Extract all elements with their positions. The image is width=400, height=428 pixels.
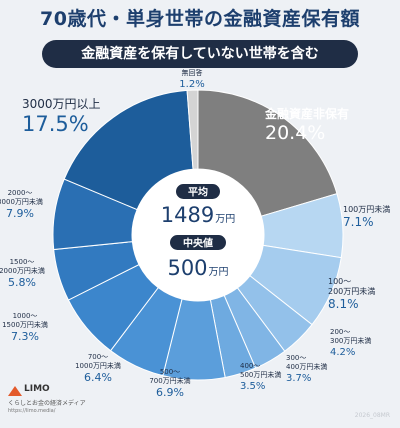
- slice-label-1: 金融資産非保有 20.4%: [264, 106, 349, 144]
- slice-label-line: 400万円未満: [286, 362, 327, 371]
- slice-label-line: 1000万円未満: [75, 361, 121, 370]
- chart-subtitle: 金融資産を保有していない世帯を含む: [81, 46, 319, 62]
- median-value: 500万円: [167, 256, 228, 280]
- slice-label-8: 700〜 1000万円未満 6.4%: [75, 353, 121, 384]
- slice-value-12: 17.5%: [22, 112, 89, 136]
- slice-value-5: 3.7%: [286, 373, 311, 384]
- slice-label-line: 700〜: [88, 353, 108, 361]
- slice-label-12: 3000万円以上 17.5%: [22, 97, 101, 136]
- slice-label-line: 100万円未満: [343, 204, 390, 214]
- slice-value-8: 6.4%: [84, 371, 112, 384]
- brand-logo-text: LIMO: [24, 384, 50, 394]
- slice-label-11: 2000〜 3000万円未満 7.9%: [0, 189, 43, 220]
- slice-label-2: 100万円未満 7.1%: [343, 204, 390, 229]
- average-label-pill: [176, 184, 220, 199]
- slice-value-6: 3.5%: [240, 381, 265, 392]
- slice-value-10: 5.8%: [8, 276, 36, 289]
- average-number: 1489: [161, 203, 214, 227]
- slice-label-line: 1500〜: [10, 258, 35, 266]
- slice-label-line: 700万円未満: [149, 376, 190, 385]
- slice-label-line: 3000万円未満: [0, 197, 43, 206]
- slice-value-3: 8.1%: [328, 297, 359, 311]
- slice-label-line: 300〜: [286, 354, 306, 362]
- slice-label-6: 400〜 500万円未満 3.5%: [240, 362, 281, 392]
- slice-label-line: 2000万円未満: [0, 266, 45, 275]
- brand-tagline: くらしとお金の経済メディア: [8, 400, 86, 407]
- median-number: 500: [167, 256, 207, 280]
- slice-label-line: 2000〜: [8, 189, 33, 197]
- slice-value-1: 20.4%: [265, 122, 325, 144]
- slice-label-line: 100〜: [328, 277, 351, 286]
- slice-label-5: 300〜 400万円未満 3.7%: [286, 354, 327, 384]
- median-label-pill: [170, 235, 226, 250]
- slice-value-11: 7.9%: [6, 207, 34, 220]
- slice-label-7: 500〜 700万円未満 6.9%: [149, 368, 190, 399]
- slice-label-line: 3000万円以上: [22, 97, 101, 111]
- average-value: 1489万円: [161, 203, 235, 227]
- slice-label-line: 400〜: [240, 362, 260, 370]
- median-unit: 万円: [209, 267, 229, 278]
- slice-value-7: 6.9%: [156, 386, 184, 399]
- slice-label-line: 500万円未満: [240, 370, 281, 379]
- subtitle-banner: [42, 40, 358, 68]
- slice-label-3: 100〜 200万円未満 8.1%: [328, 277, 375, 311]
- brand-url: https://limo.media/: [8, 408, 56, 414]
- limo-logo-icon: [8, 386, 22, 396]
- slice-label-line: 500〜: [160, 368, 180, 376]
- slice-value-9: 7.3%: [11, 330, 39, 343]
- slice-value-2: 7.1%: [343, 215, 374, 229]
- average-label: 平均: [188, 186, 208, 199]
- slice-label-line: 1000〜: [13, 312, 38, 320]
- slice-label-line: 1500万円未満: [2, 320, 48, 329]
- slice-label-line: 300万円未満: [330, 336, 371, 345]
- slice-label-line: 200万円未満: [328, 286, 375, 296]
- slice-label-line: 200〜: [330, 328, 350, 336]
- slice-label-4: 200〜 300万円未満 4.2%: [330, 328, 371, 358]
- slice-value-4: 4.2%: [330, 347, 355, 358]
- chart-title: 70歳代・単身世帯の金融資産保有額: [40, 8, 360, 30]
- slice-label-9: 1000〜 1500万円未満 7.3%: [2, 312, 48, 343]
- slice-label-10: 1500〜 2000万円未満 5.8%: [0, 258, 45, 289]
- slice-value-13: 1.2%: [179, 79, 204, 90]
- median-label: 中央値: [183, 237, 213, 250]
- source-note: 2026_08MR: [354, 412, 390, 419]
- slice-label-line: 金融資産非保有: [264, 106, 349, 121]
- average-unit: 万円: [215, 214, 235, 225]
- slice-label-13: 無回答 1.2%: [179, 68, 204, 90]
- slice-label-line: 無回答: [182, 68, 203, 77]
